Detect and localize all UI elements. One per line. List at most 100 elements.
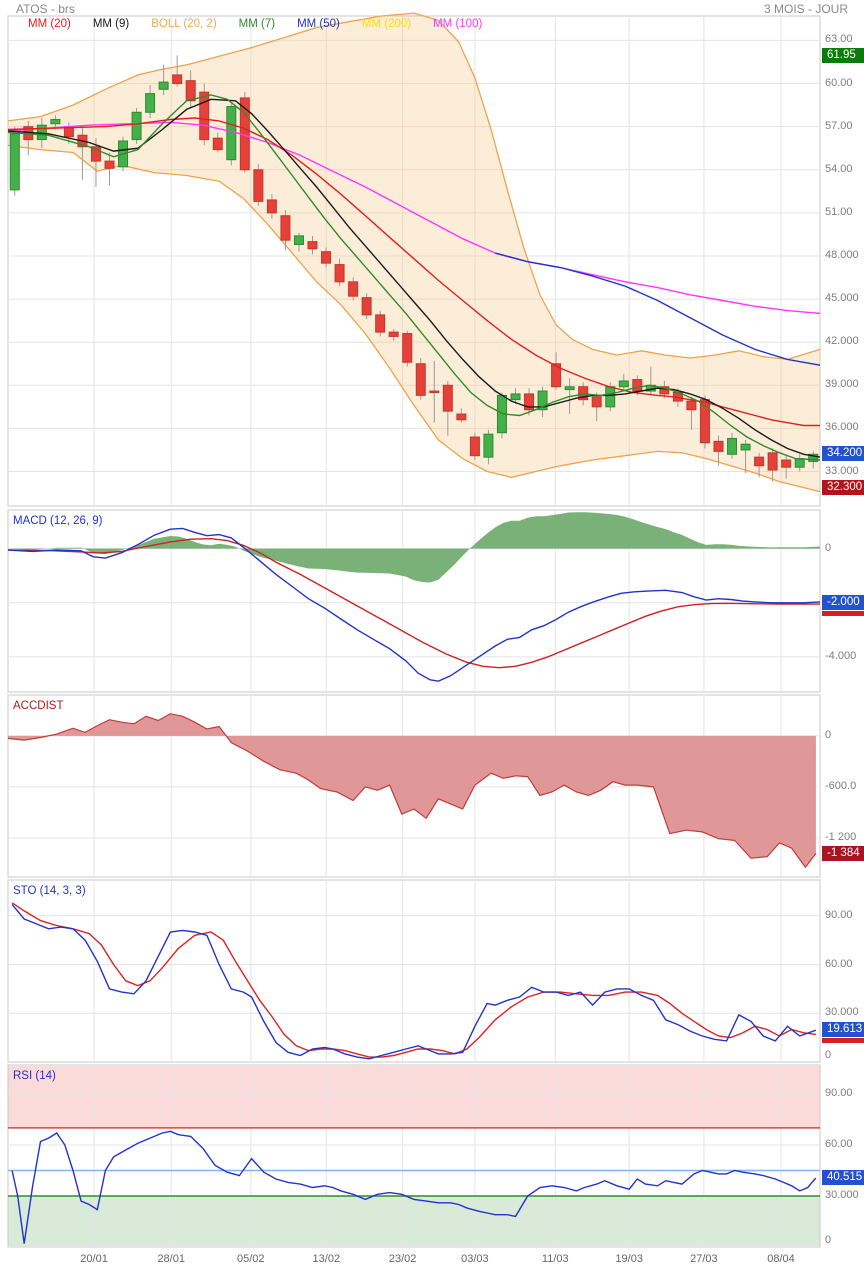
rsi-oversold-zone xyxy=(8,1195,820,1246)
candle-up xyxy=(727,437,738,455)
candle-down xyxy=(469,436,480,457)
rsi-panel-title: RSI (14) xyxy=(13,1070,56,1082)
y-axis-tick: 90.00 xyxy=(825,1086,853,1099)
x-axis-date: 13/02 xyxy=(312,1253,341,1265)
bollinger-band-fill xyxy=(8,13,820,492)
accdist-line xyxy=(7,713,817,869)
accdist-area xyxy=(8,713,816,868)
candle-down xyxy=(90,146,101,162)
y-axis-tick: -4.000 xyxy=(825,649,857,662)
candle-up xyxy=(510,393,521,401)
y-axis-tick: 33.000 xyxy=(825,464,859,477)
y-axis-tick: 36.000 xyxy=(825,421,859,434)
candle-down xyxy=(442,384,453,412)
candle-up xyxy=(226,106,237,161)
candle-down xyxy=(375,314,386,333)
sto-k-line xyxy=(11,903,817,1060)
x-axis-date: 08/04 xyxy=(767,1253,795,1265)
legend-item-mm-100[interactable]: MM (100) xyxy=(433,18,483,30)
candle-up xyxy=(794,458,805,468)
value-badge: 32.300 xyxy=(822,479,864,495)
candle-down xyxy=(266,199,277,214)
price-border xyxy=(7,15,821,507)
candle-down xyxy=(307,241,318,250)
y-axis-tick: 57.00 xyxy=(825,119,853,132)
x-axis-date: 19/03 xyxy=(615,1253,643,1265)
candle-up xyxy=(50,118,61,125)
candle-up xyxy=(564,386,575,391)
candle-up xyxy=(605,386,616,408)
candle-up xyxy=(483,433,494,458)
mm7-line xyxy=(7,94,821,461)
y-axis-tick: 60.00 xyxy=(825,957,853,970)
candle-up xyxy=(808,453,819,462)
sto-border xyxy=(7,879,821,1063)
rsi-overbought-zone xyxy=(8,1066,820,1128)
candle-down xyxy=(280,215,291,241)
value-badge: 61.95 xyxy=(822,47,864,63)
mm50-line xyxy=(495,252,821,366)
rsi-panel xyxy=(7,1064,821,1248)
legend-item-boll-20-2[interactable]: BOLL (20, 2) xyxy=(151,18,217,30)
x-axis-date: 20/01 xyxy=(80,1253,108,1265)
x-axis-date: 23/02 xyxy=(388,1253,417,1265)
candle-down xyxy=(781,459,792,468)
legend-item-mm-20[interactable]: MM (20) xyxy=(28,18,71,30)
rsi-line xyxy=(11,1130,817,1244)
macd-signal-line xyxy=(7,537,820,669)
candle-down xyxy=(199,91,210,141)
value-badge: -2.000 xyxy=(822,594,864,610)
y-axis-tick: 39.000 xyxy=(825,378,859,391)
macd-border xyxy=(7,509,821,693)
candle-down xyxy=(686,400,697,411)
y-axis-tick: 0 xyxy=(825,1049,832,1061)
y-axis-tick: 60.00 xyxy=(825,76,853,89)
y-axis-tick: 90.00 xyxy=(825,908,853,921)
candle-down xyxy=(754,456,765,467)
candle-up xyxy=(158,81,169,90)
value-badge: 40.515 xyxy=(822,1170,864,1186)
macd-panel-title: MACD (12, 26, 9) xyxy=(13,515,103,527)
y-axis-tick: -600.0 xyxy=(825,779,857,792)
x-axis-date: 28/01 xyxy=(157,1253,185,1265)
y-axis-tick: -1 200 xyxy=(825,830,857,843)
y-axis-tick: 30.000 xyxy=(825,1188,859,1201)
candle-down xyxy=(415,363,426,396)
accdist-border xyxy=(7,694,821,878)
candle-down xyxy=(104,160,115,169)
candle-down xyxy=(767,452,778,471)
y-axis-tick: 60.00 xyxy=(825,1137,853,1150)
chart-period: 3 MOIS - JOUR xyxy=(763,2,848,16)
mm9-line xyxy=(7,98,821,458)
candle-down xyxy=(713,440,724,452)
y-axis-tick: 54.00 xyxy=(825,162,853,175)
legend-item-mm-7[interactable]: MM (7) xyxy=(238,18,276,30)
candle-up xyxy=(9,133,20,191)
legend-item-mm-50[interactable]: MM (50) xyxy=(297,18,340,30)
rsi-border xyxy=(7,1064,821,1248)
candle-down xyxy=(591,396,602,408)
legend-item-mm-200[interactable]: MM (200) xyxy=(361,18,412,30)
value-badge: 34.200 xyxy=(822,446,864,462)
x-axis-date: 03/03 xyxy=(461,1253,489,1265)
y-axis-tick: 0 xyxy=(825,541,832,554)
candle-up xyxy=(740,443,751,451)
macd-panel xyxy=(7,509,821,693)
y-axis-tick: 0 xyxy=(825,1234,832,1246)
candle-down xyxy=(253,169,264,202)
y-axis-tick: 42.000 xyxy=(825,335,859,348)
x-axis-date: 11/03 xyxy=(541,1253,569,1265)
legend-item-mm-9[interactable]: MM (9) xyxy=(92,18,130,30)
macd-histogram xyxy=(8,512,820,583)
y-axis-tick: 48.000 xyxy=(825,248,859,261)
y-axis-tick: 45.000 xyxy=(825,292,859,305)
candle-up xyxy=(293,235,304,245)
candle-down xyxy=(348,281,359,297)
accdist-panel xyxy=(7,694,821,878)
candle-down xyxy=(632,379,643,392)
candle-down xyxy=(212,137,223,151)
y-axis-tick: 63.00 xyxy=(825,33,853,46)
candle-down xyxy=(524,393,535,411)
